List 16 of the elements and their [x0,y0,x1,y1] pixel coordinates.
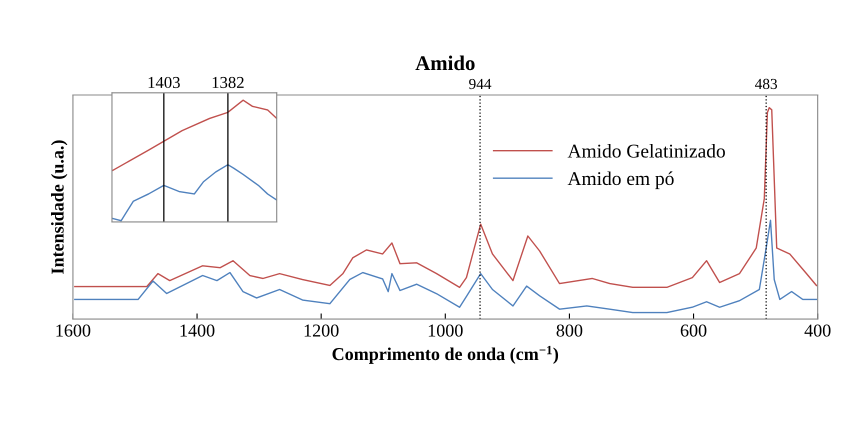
y-axis-title: Intensidade (u.a.) [51,140,68,274]
x-axis-title: Comprimento de onda (cm$^{−1}$) [332,346,558,364]
x-tick-label: 1403 [148,76,180,88]
x-tick-label: 1000 [428,324,463,337]
x-tick-label: 1382 [212,76,244,88]
ref-line-label: 483 [755,78,778,90]
x-tick-label: 600 [680,324,706,337]
legend-label: Amido Gelatinizado [568,144,725,158]
legend-label: Amido em pó [568,171,674,190]
x-tick-label: 800 [556,324,582,337]
chart-title: Amido [415,56,475,70]
x-tick-label: 400 [804,324,831,337]
x-tick-label: 1600 [56,324,90,337]
x-tick-label: 1200 [304,324,339,337]
x-tick-label: 1400 [180,324,214,337]
ref-line-label: 944 [469,78,492,90]
